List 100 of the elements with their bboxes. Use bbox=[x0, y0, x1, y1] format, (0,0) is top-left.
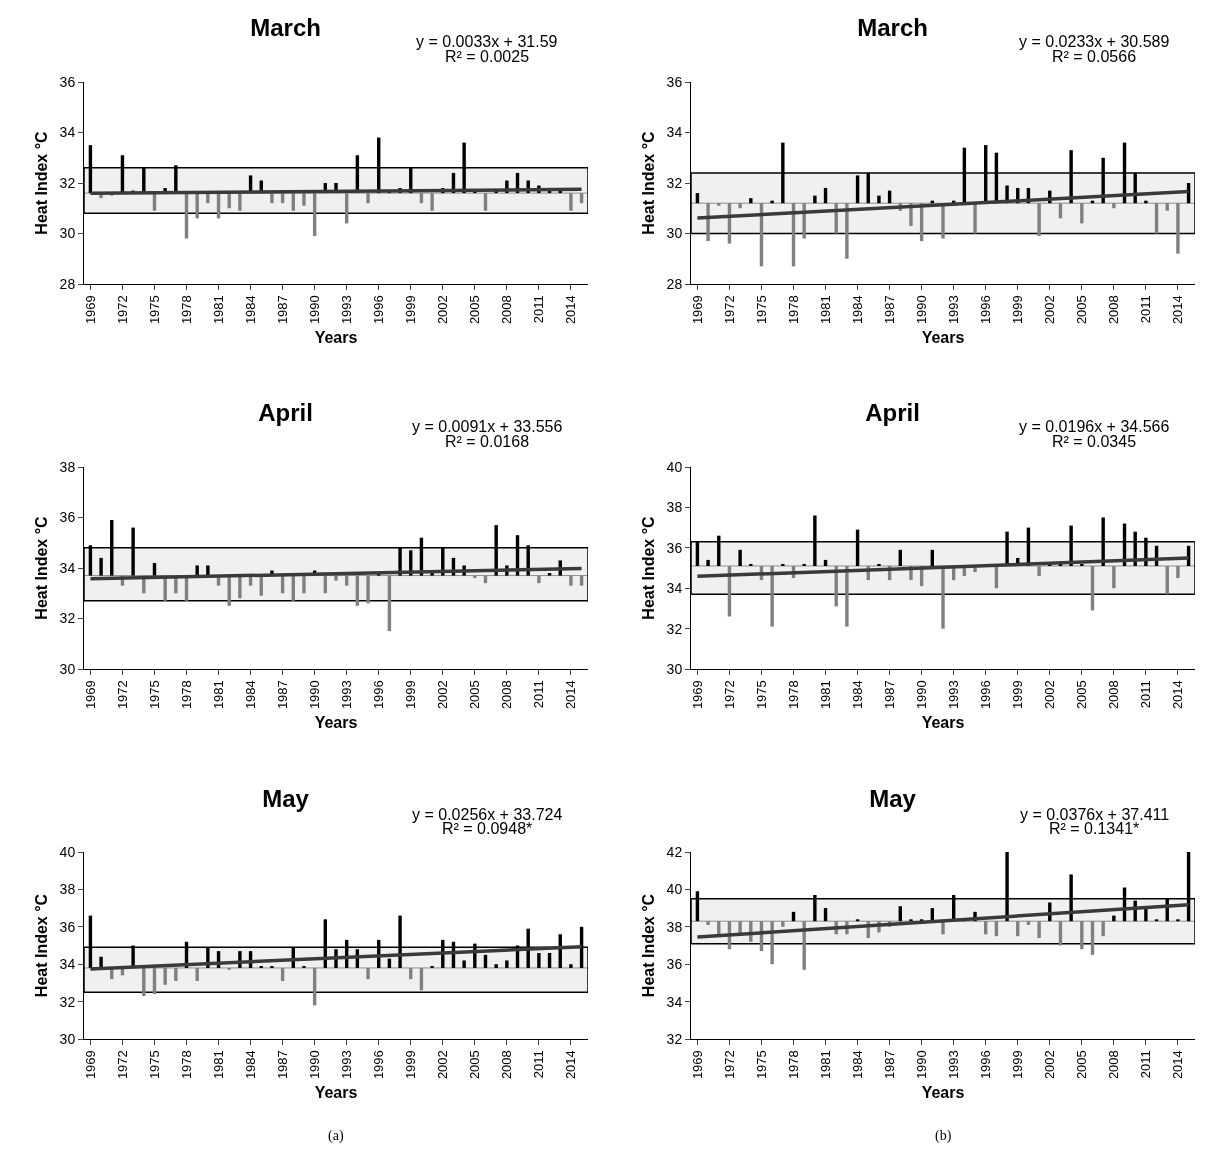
x-tick-label: 1999 bbox=[402, 680, 418, 710]
y-tick-label: 38 bbox=[59, 881, 76, 898]
y-tick-label: 40 bbox=[59, 843, 76, 860]
x-tick-label: 1996 bbox=[370, 1050, 386, 1080]
y-axis-title: Heat Index °C bbox=[639, 893, 657, 998]
text: y = 0.0091x + 33.556 bbox=[412, 418, 563, 435]
x-tick-label: 1990 bbox=[306, 1050, 322, 1080]
y-tick-label: 34 bbox=[59, 124, 76, 141]
x-tick-label: 1975 bbox=[146, 1050, 162, 1080]
y-tick-label: 36 bbox=[666, 956, 683, 973]
chart-title: April bbox=[258, 399, 313, 427]
x-axis-title: Years bbox=[314, 1083, 358, 1101]
x-tick-label: 1999 bbox=[1009, 1050, 1025, 1080]
x-tick-label: 1972 bbox=[721, 680, 737, 710]
text: (b) bbox=[935, 1128, 952, 1144]
y-tick-label: 28 bbox=[666, 275, 683, 292]
x-tick-label: 1996 bbox=[977, 1050, 993, 1080]
x-tick-label: 1990 bbox=[306, 680, 322, 710]
y-tick-label: 34 bbox=[666, 124, 683, 141]
x-tick-label: 2002 bbox=[1042, 680, 1058, 710]
y-tick-label: 38 bbox=[59, 458, 76, 475]
x-tick-label: 1996 bbox=[370, 295, 386, 325]
x-tick-label: 1987 bbox=[274, 680, 290, 710]
y-tick-label: 30 bbox=[666, 660, 683, 677]
x-tick-label: 2002 bbox=[435, 295, 451, 325]
x-tick-label: 2011 bbox=[531, 680, 547, 709]
x-tick-label: 1975 bbox=[146, 680, 162, 710]
x-tick-label: 1981 bbox=[210, 295, 226, 325]
x-tick-label: 1978 bbox=[178, 680, 194, 710]
x-tick-label: 2008 bbox=[1106, 680, 1122, 710]
x-tick-label: 2005 bbox=[467, 295, 483, 325]
x-tick-label: 1978 bbox=[178, 295, 194, 325]
x-tick-label: 1969 bbox=[82, 680, 98, 710]
text: R² = 0.0168 bbox=[445, 433, 530, 450]
chart-title: May bbox=[262, 784, 310, 812]
x-tick-label: 1990 bbox=[306, 295, 322, 325]
y-tick-label: 42 bbox=[666, 843, 683, 860]
x-tick-label: 2014 bbox=[1170, 295, 1186, 325]
x-tick-label: 1969 bbox=[82, 295, 98, 325]
x-tick-label: 2008 bbox=[499, 295, 515, 325]
x-tick-label: 1996 bbox=[977, 680, 993, 710]
x-tick-label: 2005 bbox=[467, 1050, 483, 1080]
x-tick-label: 2005 bbox=[467, 680, 483, 710]
x-tick-label: 1981 bbox=[817, 295, 833, 325]
x-tick-label: 1972 bbox=[114, 680, 130, 710]
x-tick-label: 1993 bbox=[338, 295, 354, 325]
y-tick-label: 34 bbox=[59, 559, 76, 576]
x-tick-label: 1984 bbox=[242, 680, 258, 710]
x-tick-label: 2002 bbox=[435, 680, 451, 710]
x-tick-label: 1972 bbox=[721, 295, 737, 325]
x-tick-label: 1978 bbox=[785, 295, 801, 325]
y-tick-label: 30 bbox=[59, 1030, 76, 1047]
x-tick-label: 2011 bbox=[1138, 295, 1154, 324]
y-tick-label: 32 bbox=[59, 174, 76, 191]
x-tick-label: 1978 bbox=[785, 1050, 801, 1080]
x-tick-label: 1993 bbox=[945, 680, 961, 710]
x-tick-label: 2014 bbox=[563, 1050, 579, 1080]
y-tick-label: 32 bbox=[666, 620, 683, 637]
x-tick-label: 2002 bbox=[435, 1050, 451, 1080]
text: R² = 0.1341* bbox=[1049, 820, 1140, 837]
x-tick-label: 1984 bbox=[849, 1050, 865, 1080]
x-tick-label: 1972 bbox=[114, 1050, 130, 1080]
y-axis-title: Heat Index °C bbox=[32, 893, 50, 998]
y-tick-label: 40 bbox=[666, 881, 683, 898]
x-axis-title: Years bbox=[921, 713, 965, 731]
x-tick-label: 1969 bbox=[689, 680, 705, 710]
y-tick-label: 38 bbox=[666, 499, 683, 516]
x-tick-label: 2008 bbox=[499, 680, 515, 710]
x-tick-label: 1984 bbox=[849, 295, 865, 325]
x-tick-label: 2008 bbox=[1106, 295, 1122, 325]
x-tick-label: 1972 bbox=[721, 1050, 737, 1080]
text: y = 0.0256x + 33.724 bbox=[412, 806, 563, 823]
chart-title: May bbox=[869, 784, 917, 812]
y-tick-label: 30 bbox=[666, 225, 683, 242]
text: R² = 0.0025 bbox=[445, 48, 530, 65]
y-tick-label: 34 bbox=[666, 993, 683, 1010]
chart-title: March bbox=[250, 14, 321, 42]
y-tick-label: 32 bbox=[59, 993, 76, 1010]
x-tick-label: 2014 bbox=[563, 680, 579, 710]
text: R² = 0.0345 bbox=[1052, 433, 1137, 450]
text: y = 0.0033x + 31.59 bbox=[416, 33, 558, 50]
x-tick-label: 2005 bbox=[1074, 680, 1090, 710]
y-tick-label: 34 bbox=[59, 956, 76, 973]
y-axis-title: Heat Index °C bbox=[32, 130, 50, 235]
x-tick-label: 2011 bbox=[531, 295, 547, 324]
x-axis-title: Years bbox=[921, 328, 965, 346]
x-tick-label: 1984 bbox=[242, 295, 258, 325]
x-tick-label: 1969 bbox=[82, 1050, 98, 1080]
x-tick-label: 2005 bbox=[1074, 1050, 1090, 1080]
y-tick-label: 36 bbox=[666, 73, 683, 90]
x-tick-label: 1969 bbox=[689, 1050, 705, 1080]
x-tick-label: 1987 bbox=[881, 1050, 897, 1080]
x-tick-label: 1984 bbox=[849, 680, 865, 710]
x-tick-label: 2008 bbox=[1106, 1050, 1122, 1080]
y-axis-title: Heat Index °C bbox=[32, 515, 50, 620]
x-tick-label: 2002 bbox=[1042, 1050, 1058, 1080]
x-tick-label: 1987 bbox=[881, 295, 897, 325]
x-tick-label: 2005 bbox=[1074, 295, 1090, 325]
x-tick-label: 2011 bbox=[1138, 1050, 1154, 1079]
x-tick-label: 1981 bbox=[817, 1050, 833, 1080]
